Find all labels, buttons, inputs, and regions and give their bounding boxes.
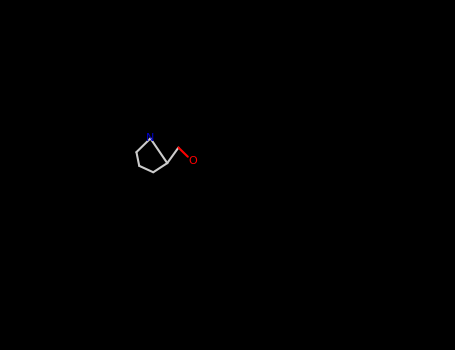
Text: N: N [146, 133, 155, 143]
Text: O: O [188, 156, 197, 166]
